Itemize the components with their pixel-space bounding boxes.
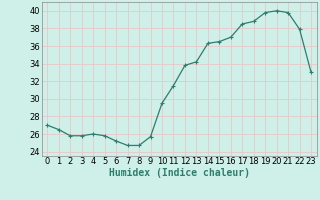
X-axis label: Humidex (Indice chaleur): Humidex (Indice chaleur) [109,168,250,178]
